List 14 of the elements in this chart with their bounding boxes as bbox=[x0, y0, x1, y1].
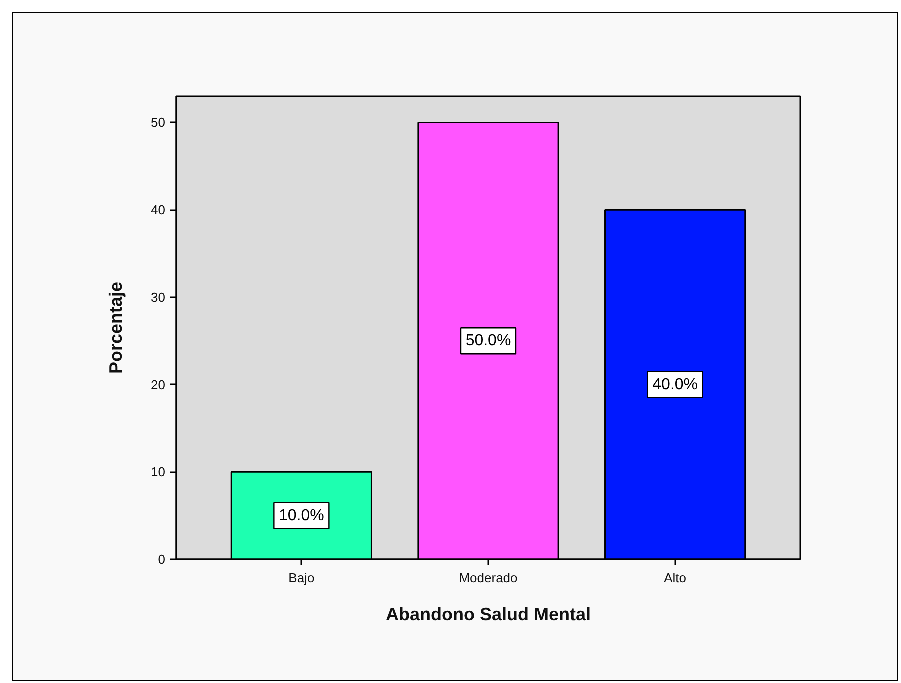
y-tick-label: 30 bbox=[151, 290, 166, 305]
data-label: 40.0% bbox=[652, 376, 698, 394]
x-tick-label: Bajo bbox=[288, 570, 315, 586]
x-axis-title: Abandono Salud Mental bbox=[386, 604, 591, 624]
y-tick-label: 20 bbox=[151, 377, 166, 392]
y-tick-label: 10 bbox=[151, 464, 166, 480]
data-label: 50.0% bbox=[466, 332, 512, 350]
x-tick-label: Alto bbox=[664, 570, 687, 586]
data-label: 10.0% bbox=[278, 507, 324, 524]
y-tick-label: 0 bbox=[158, 552, 166, 567]
y-axis-title: Porcentaje bbox=[106, 282, 126, 374]
y-tick-label: 40 bbox=[151, 202, 166, 218]
x-tick-label: Moderado bbox=[459, 570, 518, 586]
y-tick-label: 50 bbox=[151, 115, 166, 130]
